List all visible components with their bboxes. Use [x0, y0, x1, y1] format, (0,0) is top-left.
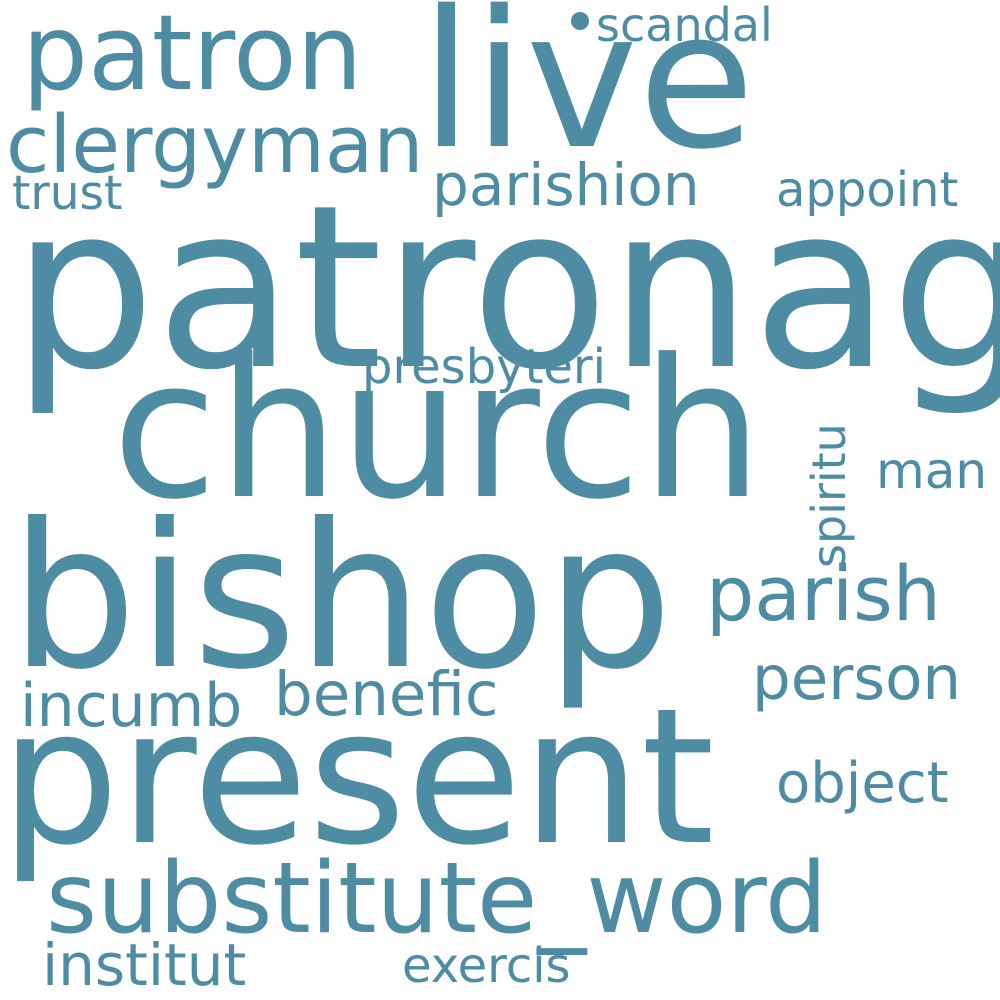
word-exercis: exercis — [402, 938, 571, 994]
word-live: live — [420, 0, 755, 191]
word-spiritu: spiritu — [802, 423, 856, 568]
word-church: church — [112, 319, 763, 542]
word-benefic: benefic — [274, 659, 499, 730]
dot-mark — [571, 12, 589, 30]
word-object: object — [776, 751, 949, 816]
word-patron: patron — [22, 0, 363, 114]
word-present: present — [0, 668, 715, 887]
word-man: man — [876, 442, 988, 500]
word-person: person — [752, 643, 962, 714]
word-appoint: appoint — [776, 162, 959, 218]
word-institut: institut — [42, 931, 247, 999]
word-bishop: bishop — [10, 481, 673, 714]
word-parish: parish — [706, 549, 941, 638]
word-substitute-word: substitute_word — [46, 842, 828, 956]
word-trust: trust — [12, 166, 123, 221]
word-clergyman: clergyman — [6, 99, 424, 191]
word-incumb: incumb — [20, 671, 243, 741]
word-parishion: parishion — [432, 151, 700, 219]
word-scandal: scandal — [596, 0, 773, 52]
word-patronag: patronag — [12, 157, 1000, 420]
word-presbyteri: presbyteri — [362, 339, 606, 395]
